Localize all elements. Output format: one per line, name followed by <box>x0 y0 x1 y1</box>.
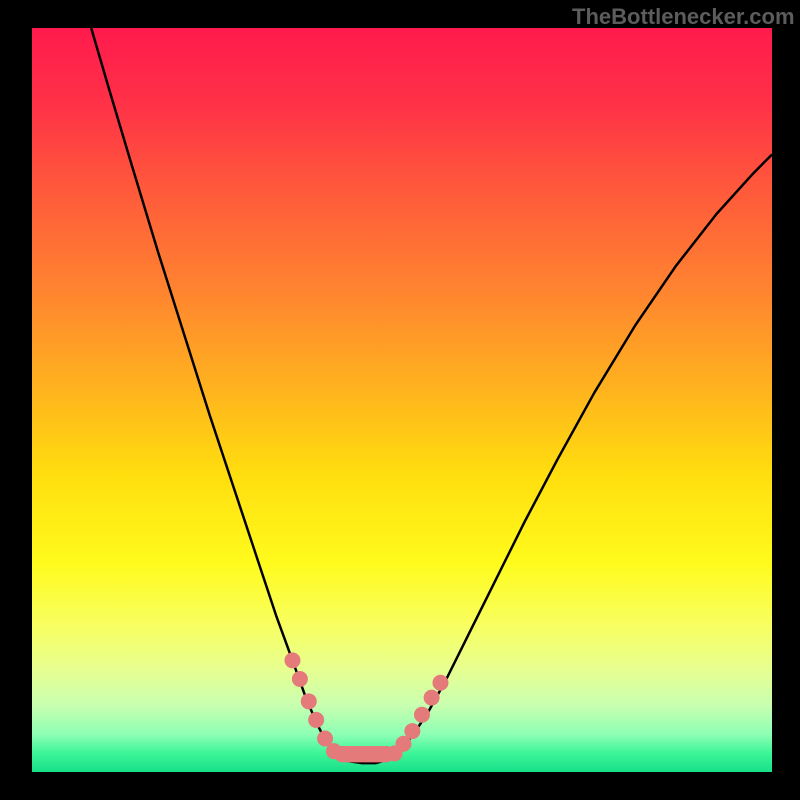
marker-dot <box>301 693 317 709</box>
plot-svg <box>32 28 772 772</box>
marker-dot <box>284 652 300 668</box>
marker-dot <box>326 743 342 759</box>
marker-dot <box>292 671 308 687</box>
marker-dot <box>414 707 430 723</box>
marker-bridge <box>334 746 395 762</box>
gradient-background <box>32 28 772 772</box>
marker-dot <box>432 675 448 691</box>
plot-area <box>32 28 772 772</box>
watermark-text: TheBottlenecker.com <box>572 4 795 30</box>
marker-dot <box>424 690 440 706</box>
marker-dot <box>404 723 420 739</box>
marker-dot <box>308 712 324 728</box>
chart-stage: TheBottlenecker.com <box>0 0 800 800</box>
